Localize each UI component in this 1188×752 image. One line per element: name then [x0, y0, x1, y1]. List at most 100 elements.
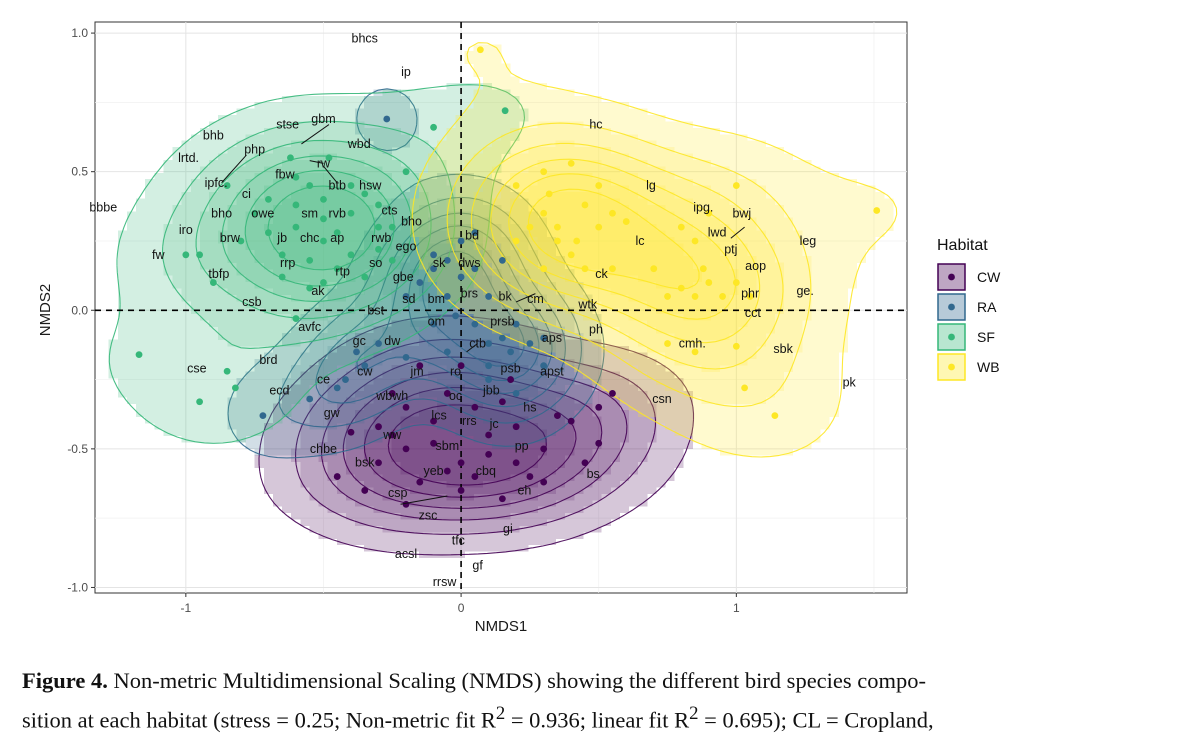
species-label: tbfp: [208, 267, 229, 281]
species-label: bhcs: [352, 32, 378, 46]
site-point-wb: [705, 279, 713, 286]
site-point-wb: [732, 279, 740, 286]
site-point-sf: [347, 209, 355, 217]
site-point-sf: [320, 195, 327, 203]
species-label: gbm: [311, 112, 335, 126]
axes: -1 0 1 -1.0 -0.5 0.0 0.5 1.0: [67, 26, 740, 615]
site-point-sf: [231, 384, 239, 392]
species-label: ww: [382, 428, 402, 442]
species-label: rwb: [371, 231, 391, 245]
site-point-ra: [526, 340, 534, 347]
species-label: gw: [324, 406, 341, 420]
species-label: rrs: [462, 414, 477, 428]
legend-label-sf: SF: [977, 329, 995, 345]
species-label: phr: [741, 287, 759, 301]
density-fill: [391, 403, 547, 488]
species-label: hs: [523, 400, 536, 414]
site-point-sf: [287, 154, 294, 162]
site-point-sf: [325, 154, 333, 162]
site-point-sf: [347, 182, 355, 189]
label-leader-line: [400, 495, 448, 505]
site-point-wb: [540, 168, 548, 176]
species-label: dw: [384, 334, 401, 348]
species-label: ph: [589, 323, 603, 337]
density-contour-line: [227, 88, 605, 459]
density-contour-line: [446, 122, 812, 408]
x-tick-label: -1: [180, 601, 191, 615]
site-point-ra: [259, 412, 267, 420]
species-label: ap: [330, 231, 344, 245]
site-point-ra: [430, 320, 437, 328]
site-point-sf: [306, 284, 314, 292]
site-point-cw: [567, 417, 575, 425]
species-label: stse: [276, 118, 299, 132]
site-point-cw: [512, 423, 520, 431]
site-point-ra: [361, 362, 369, 370]
figure-caption: Figure 4. Non-metric Multidimensional Sc…: [22, 664, 1172, 737]
site-point-sf: [265, 229, 272, 237]
site-point-wb: [512, 182, 520, 189]
site-point-cw: [540, 478, 548, 486]
species-label: oc: [449, 389, 462, 403]
species-label: sd: [402, 292, 415, 306]
site-point-wb: [573, 237, 581, 245]
site-point-wb: [526, 223, 534, 231]
species-label: bbbe: [89, 201, 117, 215]
site-point-wb: [554, 237, 561, 245]
density-fill: [364, 384, 575, 501]
species-label: chbe: [310, 442, 337, 456]
density-fill: [473, 140, 785, 372]
species-label: ptj: [724, 242, 737, 256]
site-point-cw: [430, 417, 437, 425]
site-point-ra: [452, 312, 459, 320]
species-label: bho: [211, 206, 232, 220]
site-point-sf: [361, 273, 369, 281]
density-contour-line: [527, 188, 700, 290]
species-label: cw: [357, 364, 373, 378]
site-point-cw: [595, 403, 603, 411]
contour-group-sf: [108, 82, 529, 444]
site-point-cw: [361, 487, 369, 494]
site-point-sf: [375, 223, 382, 231]
species-label: csn: [652, 392, 672, 406]
site-point-cw: [554, 412, 561, 420]
site-point-ra: [416, 279, 424, 286]
density-fill: [510, 172, 739, 321]
site-point-sf: [292, 201, 300, 209]
site-point-ra: [485, 293, 493, 300]
site-point-ra: [402, 293, 410, 300]
site-point-wb: [622, 218, 630, 225]
species-label: om: [428, 314, 445, 328]
site-point-wb: [746, 293, 754, 300]
site-point-cw: [375, 459, 382, 467]
species-label: lcs: [431, 409, 446, 423]
site-point-wb: [691, 348, 699, 356]
species-label: rw: [317, 156, 331, 170]
density-contour-line: [470, 142, 784, 370]
caption-label: Figure 4.: [22, 668, 108, 693]
species-label: gbe: [393, 270, 414, 284]
site-point-sf: [223, 182, 231, 189]
site-point-cw: [526, 473, 534, 480]
site-point-sf: [135, 351, 143, 359]
species-label: so: [369, 256, 382, 270]
density-contour-line: [295, 338, 657, 535]
site-point-ra: [457, 237, 465, 245]
species-label: sbm: [436, 439, 460, 453]
species-label: bsk: [355, 456, 375, 470]
site-point-sf: [501, 107, 509, 115]
site-point-ra: [498, 334, 506, 342]
site-point-ra: [457, 273, 465, 281]
species-label: gf: [472, 558, 483, 572]
y-tick-label: -1.0: [67, 580, 88, 594]
site-point-cw: [457, 459, 465, 467]
species-label: jb: [276, 231, 287, 245]
site-point-ra: [540, 334, 548, 342]
density-contour-line: [108, 84, 526, 444]
site-point-ra: [507, 348, 515, 356]
density-contours: [108, 42, 898, 558]
site-point-sf: [278, 251, 286, 259]
caption-text-line1: Non-metric Multidimensional Scaling (NMD…: [113, 668, 927, 693]
site-point-sf: [347, 251, 355, 259]
species-label: cbq: [476, 464, 496, 478]
